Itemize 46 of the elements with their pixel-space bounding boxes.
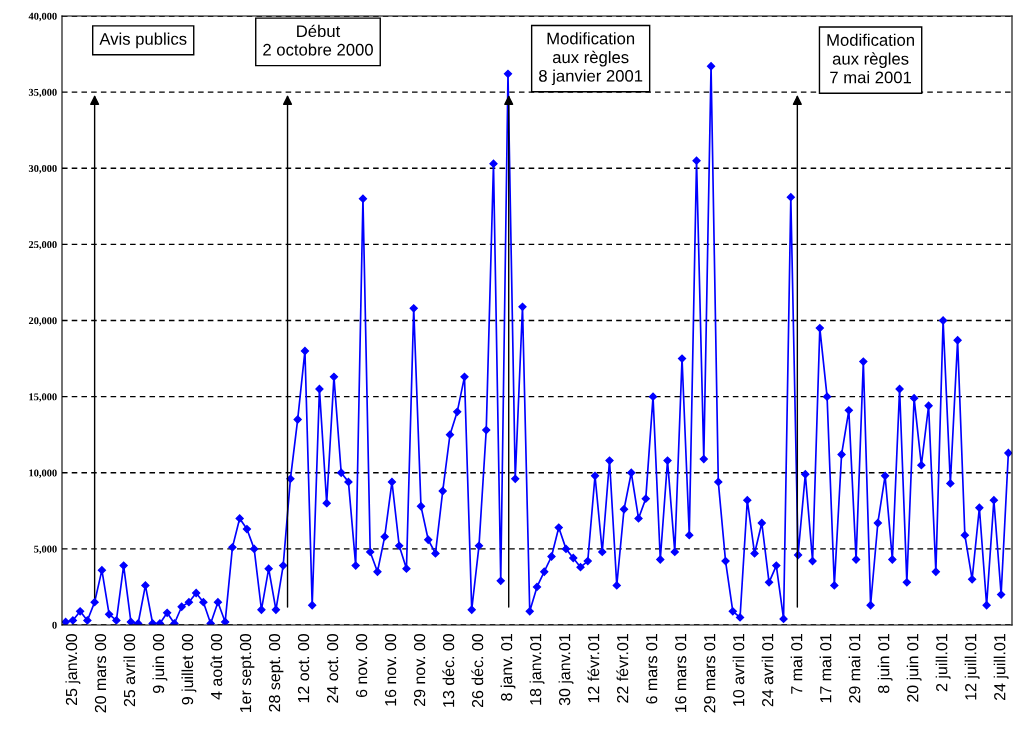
x-tick-label: 24 avril 01	[761, 634, 774, 707]
x-tick-label: 9 juillet 00	[181, 633, 197, 705]
x-tick-label: 16 nov. 00	[384, 633, 397, 706]
x-tick-label: 24 juill.01	[993, 634, 1009, 701]
x-tick-label: 8 janv. 01	[500, 634, 516, 701]
x-tick-label: 25 avril 00	[123, 633, 136, 707]
y-tick-label: 0	[52, 621, 57, 629]
x-tick-label: 17 mai 01	[819, 634, 832, 703]
y-tick-label: 40,000	[28, 12, 57, 22]
x-tick-label: 2 juill.01	[935, 634, 951, 692]
x-tick-label: 9 juin 00	[152, 633, 168, 693]
y-tick-label: 25,000	[28, 241, 57, 250]
x-tick-label: 12 oct. 00	[297, 633, 310, 703]
annotation: Modification aux règles 7 mai 2001	[827, 33, 914, 84]
x-tick-label: 30 janv.01	[558, 634, 574, 706]
x-tick-label: 26 déc. 00	[471, 633, 484, 708]
x-tick-label: 6 nov. 00	[355, 633, 368, 698]
x-tick-label: 29 nov. 00	[413, 633, 426, 706]
x-tick-label: 28 sept. 00	[268, 633, 284, 712]
x-tick-label: 13 déc. 00	[442, 633, 455, 707]
x-tick-label: 12 févr.01	[587, 634, 600, 703]
x-tick-label: 6 mars 01	[646, 634, 658, 704]
x-tick-label: 18 janv.01	[529, 634, 545, 705]
annotation: Modification aux règles 8 janvier 2001	[539, 32, 643, 86]
y-tick-label: 30,000	[28, 164, 57, 174]
x-tick-label: 16 mars 01	[675, 634, 687, 713]
x-tick-label: 4 août 00	[210, 633, 223, 700]
x-tick-label: 29 mars 01	[704, 634, 716, 713]
x-tick-label: 20 juin 01	[906, 634, 922, 702]
x-tick-label: 29 mai 01	[848, 634, 861, 703]
annotation: Début 2 octobre 2000	[263, 24, 373, 56]
y-tick-label: 35,000	[28, 88, 57, 98]
x-tick-label: 12 juill.01	[964, 634, 980, 700]
x-tick-label: 7 mai 01	[790, 634, 803, 694]
x-tick-label: 1er sept.00	[239, 633, 255, 713]
x-tick-label: 20 mars 00	[94, 633, 107, 713]
x-tick-label: 8 juin 01	[877, 634, 893, 694]
x-tick-label: 10 avril 01	[732, 634, 745, 706]
y-tick-label: 20,000	[28, 317, 57, 326]
y-tick-label: 15,000	[29, 393, 57, 402]
x-tick-label: 24 oct. 00	[326, 633, 339, 703]
annotation: Avis publics	[99, 32, 187, 49]
x-tick-label: 25 janv.00	[65, 633, 81, 706]
x-tick-label: 22 févr.01	[616, 634, 629, 703]
y-tick-label: 10,000	[29, 469, 57, 478]
y-tick-label: 5,000	[34, 545, 57, 555]
